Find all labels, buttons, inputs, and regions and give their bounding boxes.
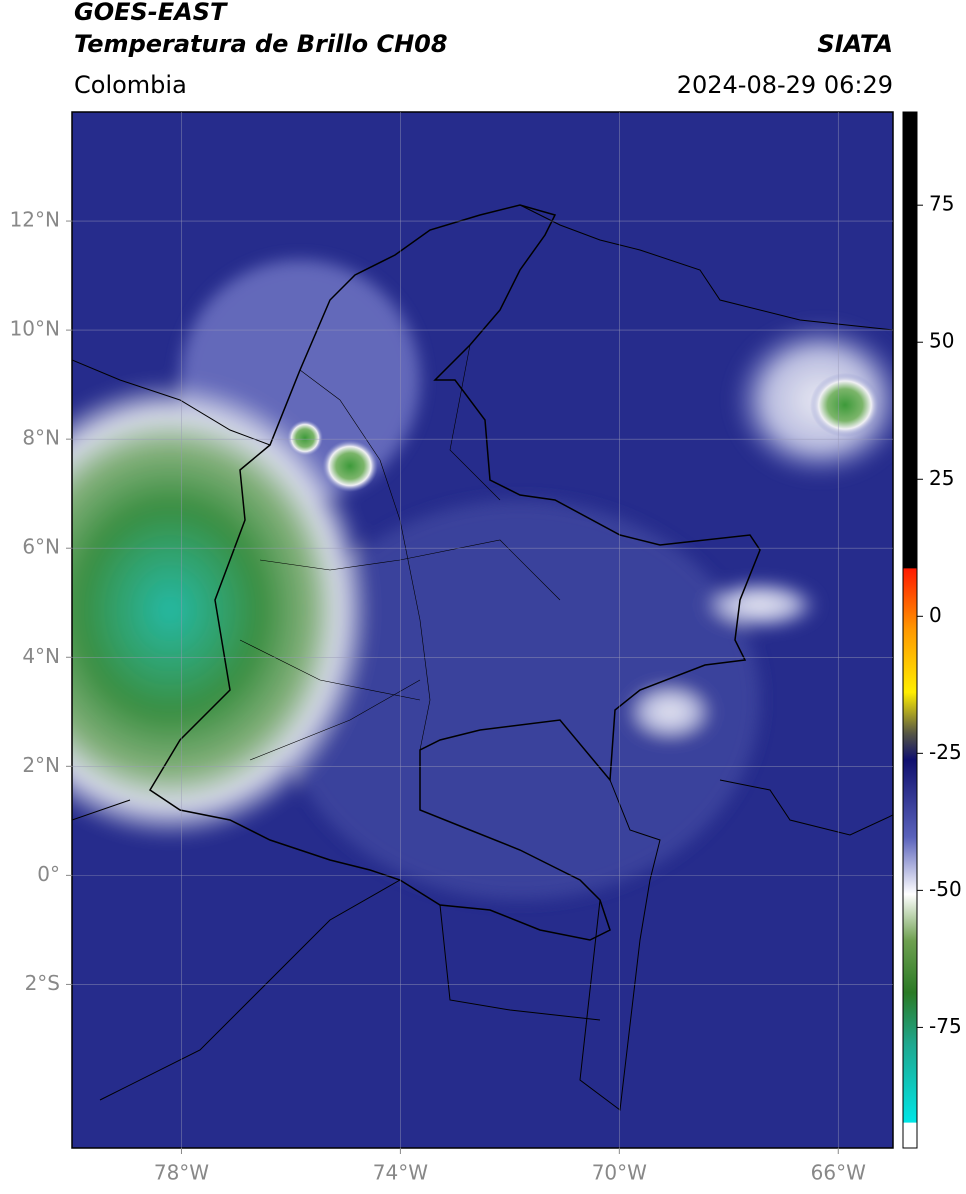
colorbar-label: -50: [929, 877, 962, 901]
y-tick-label: 10°N: [10, 317, 60, 341]
subtitle: Temperatura de Brillo CH08: [74, 30, 448, 58]
x-tick-label: 74°W: [373, 1161, 428, 1185]
map-image: [72, 112, 893, 1148]
colorbar-label: 75: [929, 192, 954, 216]
colorbar-label: -75: [929, 1014, 962, 1038]
colorbar-label: 50: [929, 329, 954, 353]
colorbar-label: 0: [929, 603, 942, 627]
source: SIATA: [817, 30, 893, 58]
y-tick-label: 0°: [37, 862, 60, 886]
y-tick-label: 2°S: [25, 971, 60, 995]
y-tick-label: 4°N: [22, 644, 60, 668]
title: GOES-EAST: [74, 0, 228, 26]
timestamp: 2024-08-29 06:29: [677, 71, 893, 99]
colorbar-label: 25: [929, 466, 954, 490]
x-tick-label: 70°W: [592, 1161, 647, 1185]
y-tick-label: 6°N: [22, 535, 60, 559]
y-tick-label: 8°N: [22, 426, 60, 450]
colorbar: [902, 111, 918, 1149]
y-tick-label: 12°N: [10, 208, 60, 232]
region: Colombia: [74, 71, 187, 99]
y-tick-label: 2°N: [22, 753, 60, 777]
map-frame: [71, 111, 894, 1149]
x-tick-label: 78°W: [154, 1161, 209, 1185]
colorbar-label: -25: [929, 740, 962, 764]
x-tick-label: 66°W: [811, 1161, 866, 1185]
